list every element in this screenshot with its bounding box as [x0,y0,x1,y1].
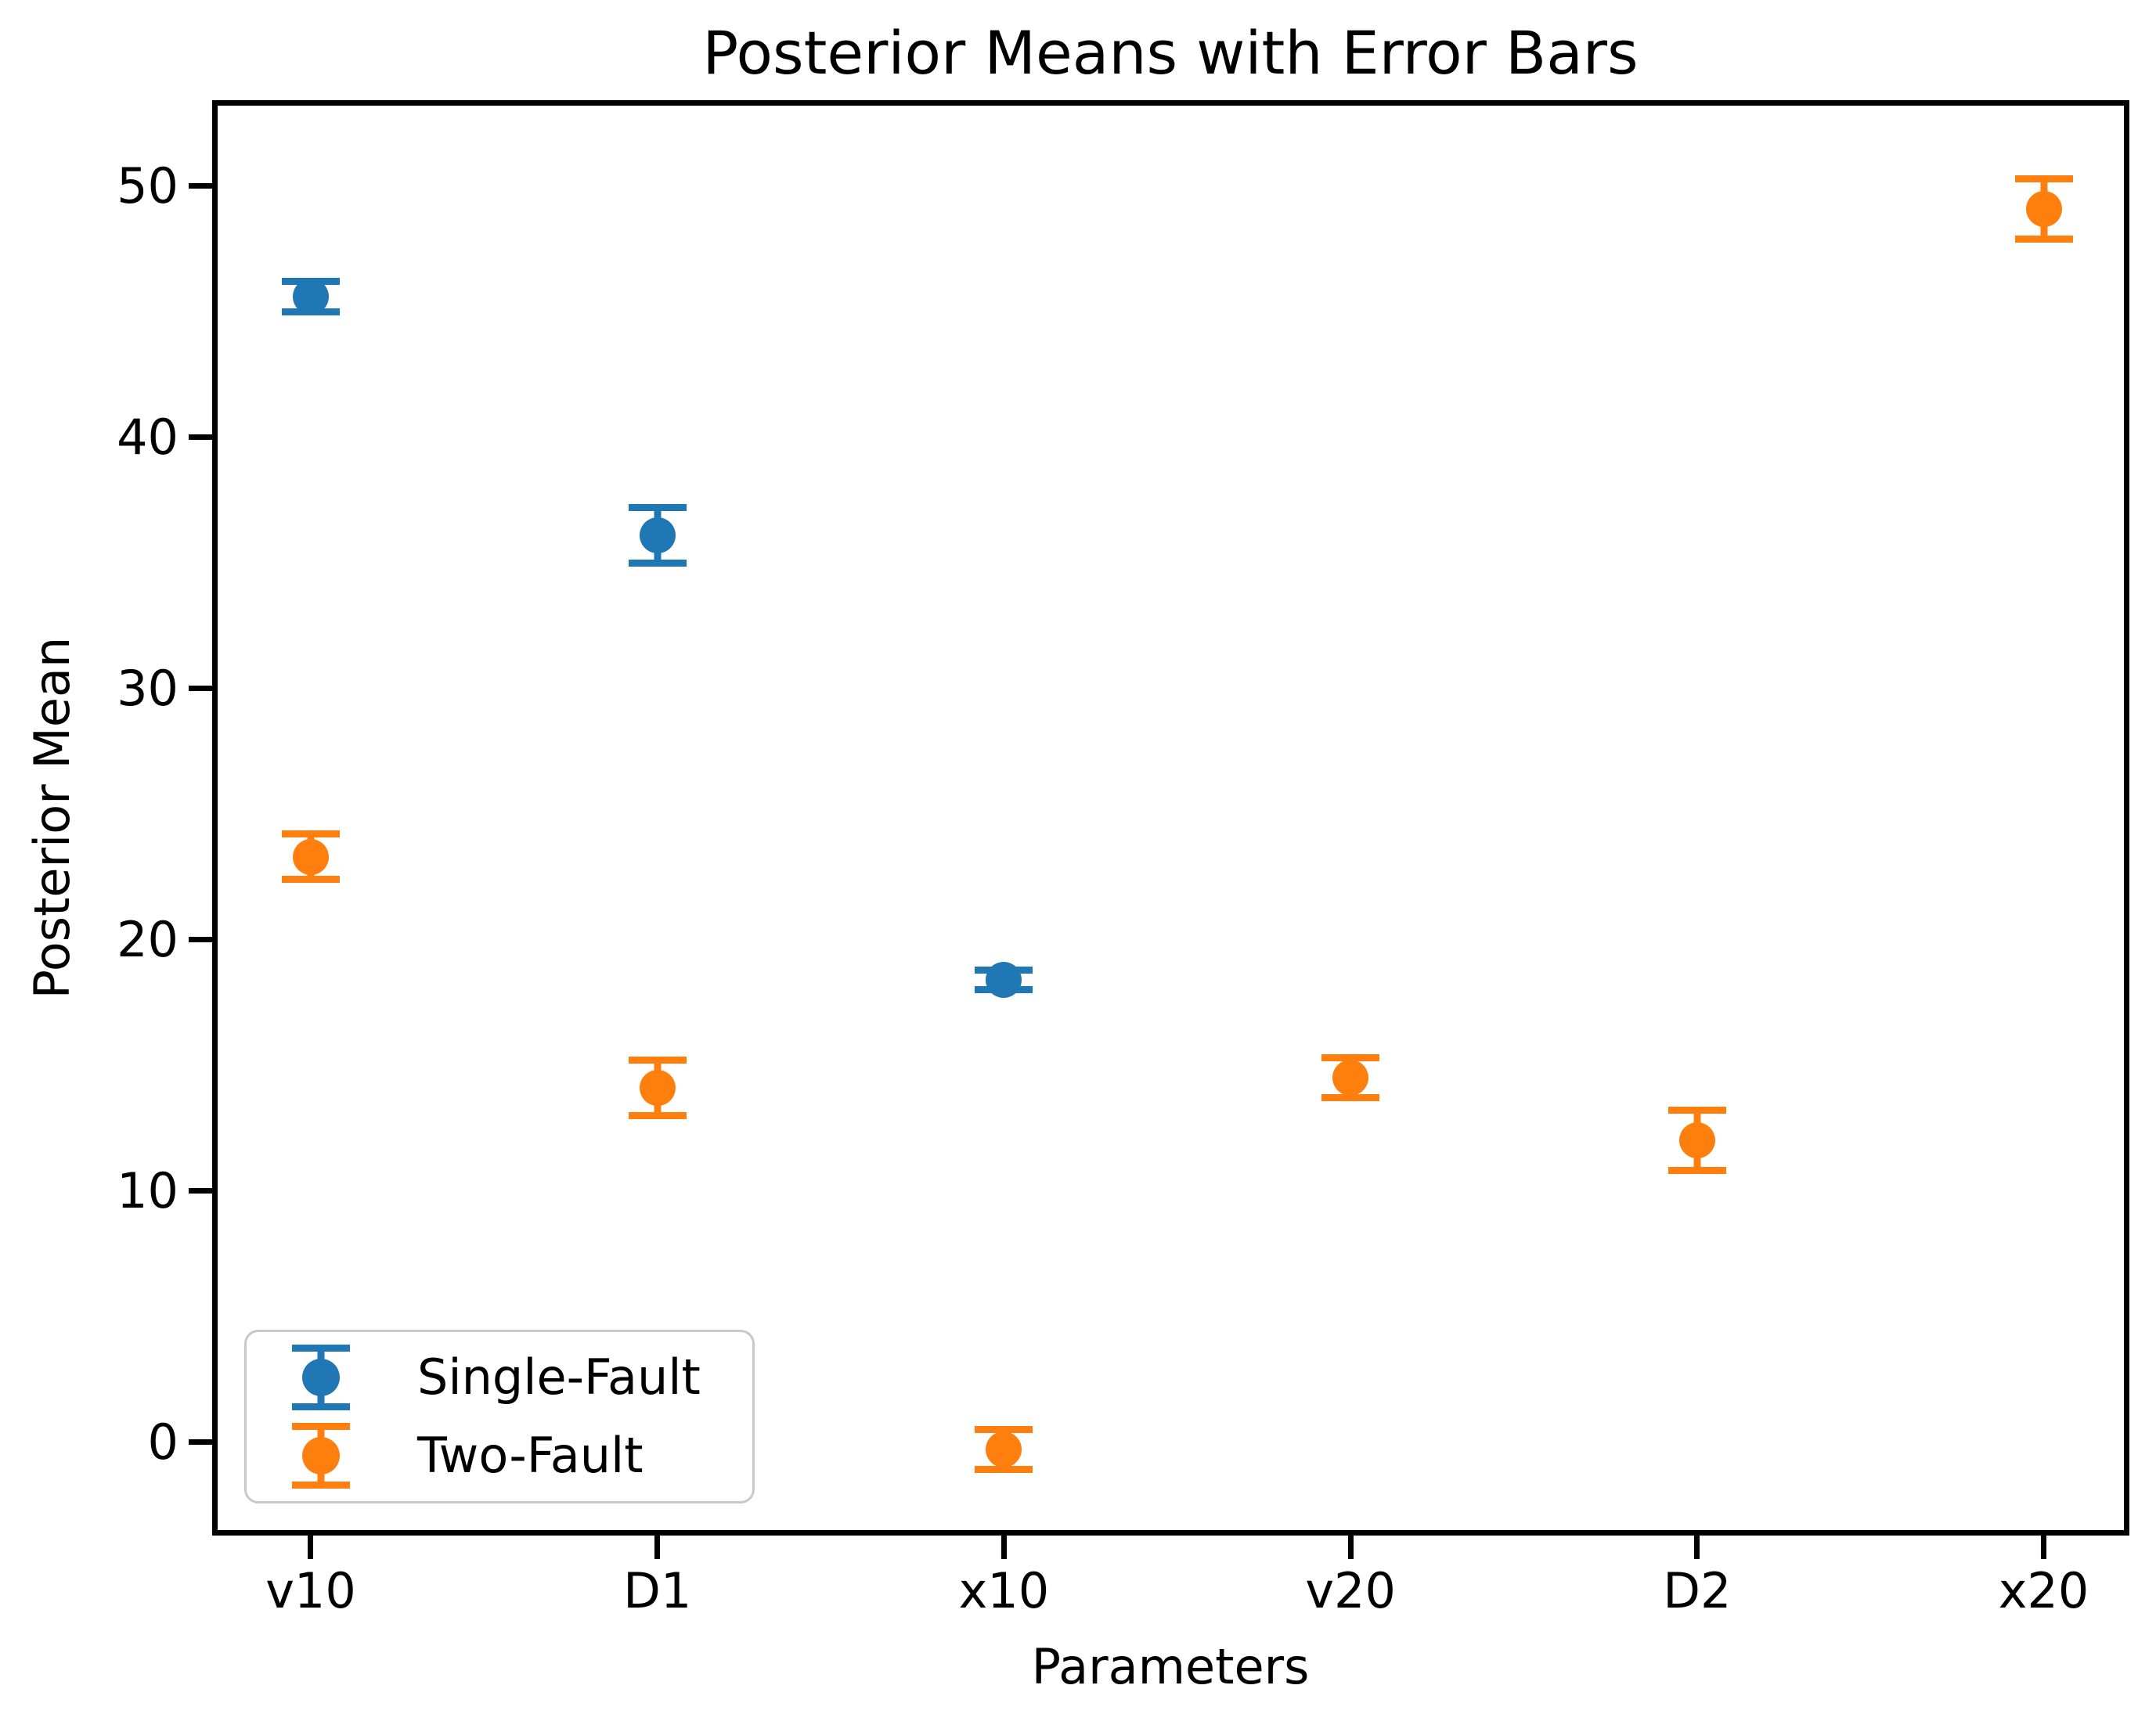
x-axis-label: Parameters [1031,1638,1310,1695]
data-point-two-fault-v20 [1332,1060,1369,1096]
y-axis-label: Posterior Mean [23,636,81,999]
x-tick [1347,1536,1354,1559]
data-point-two-fault-v10 [292,838,329,875]
legend: Single-Fault Two-Fault [244,1330,755,1503]
legend-item-single-fault: Single-Fault [292,1345,752,1410]
errorbar-marker-icon [292,1423,350,1489]
x-tick [2041,1536,2047,1559]
y-tick-label: 0 [147,1413,178,1471]
x-tick-label: v20 [1305,1562,1396,1619]
x-tick [1694,1536,1700,1559]
error-cap-top-two-fault-D2 [1667,1107,1726,1114]
error-cap-bottom-two-fault-x10 [975,1466,1033,1474]
error-cap-bottom-two-fault-v10 [281,876,340,884]
error-cap-top-single-fault-D1 [628,504,687,512]
y-tick-label: 10 [117,1161,178,1219]
x-tick-label: D2 [1663,1562,1732,1619]
error-cap-top-two-fault-D1 [628,1057,687,1064]
error-cap-top-two-fault-x20 [2014,175,2073,182]
y-tick [189,1439,212,1446]
error-cap-bottom-single-fault-D1 [628,559,687,567]
plot-area [212,100,2129,1536]
error-cap-bottom-two-fault-x20 [2014,235,2073,243]
legend-marker-dot [302,1437,340,1475]
data-point-two-fault-x10 [986,1431,1022,1468]
y-tick-label: 30 [117,659,178,717]
data-point-two-fault-D2 [1678,1122,1715,1159]
data-point-single-fault-v10 [292,278,329,315]
error-cap-bottom-two-fault-D1 [628,1111,687,1119]
error-cap-bottom-two-fault-D2 [1667,1167,1726,1175]
y-tick [189,434,212,441]
legend-label: Two-Fault [417,1427,644,1484]
x-tick-label: D1 [623,1562,692,1619]
y-tick-label: 50 [117,157,178,214]
y-tick [189,1188,212,1194]
error-cap-top-two-fault-x10 [975,1426,1033,1434]
y-tick [189,183,212,189]
data-point-single-fault-x10 [986,962,1022,999]
errorbar-marker-icon [292,1345,350,1410]
legend-label: Single-Fault [417,1349,701,1406]
legend-marker-dot [302,1359,340,1396]
error-cap-top-two-fault-v10 [281,830,340,838]
legend-item-two-fault: Two-Fault [292,1423,752,1489]
x-tick [654,1536,661,1559]
y-tick-label: 40 [117,408,178,466]
error-cap-top-two-fault-v20 [1321,1054,1380,1062]
error-cap-bottom-two-fault-v20 [1321,1094,1380,1102]
y-tick [189,937,212,943]
x-tick-label: x10 [958,1562,1050,1619]
data-point-two-fault-D1 [639,1070,676,1107]
y-tick-label: 20 [117,910,178,968]
data-point-two-fault-x20 [2025,190,2062,227]
x-tick-label: x20 [1998,1562,2089,1619]
data-point-single-fault-D1 [639,517,676,553]
x-tick [1000,1536,1007,1559]
x-tick-label: v10 [265,1562,356,1619]
y-tick [189,686,212,692]
x-tick [308,1536,314,1559]
chart-title: Posterior Means with Error Bars [702,18,1639,88]
